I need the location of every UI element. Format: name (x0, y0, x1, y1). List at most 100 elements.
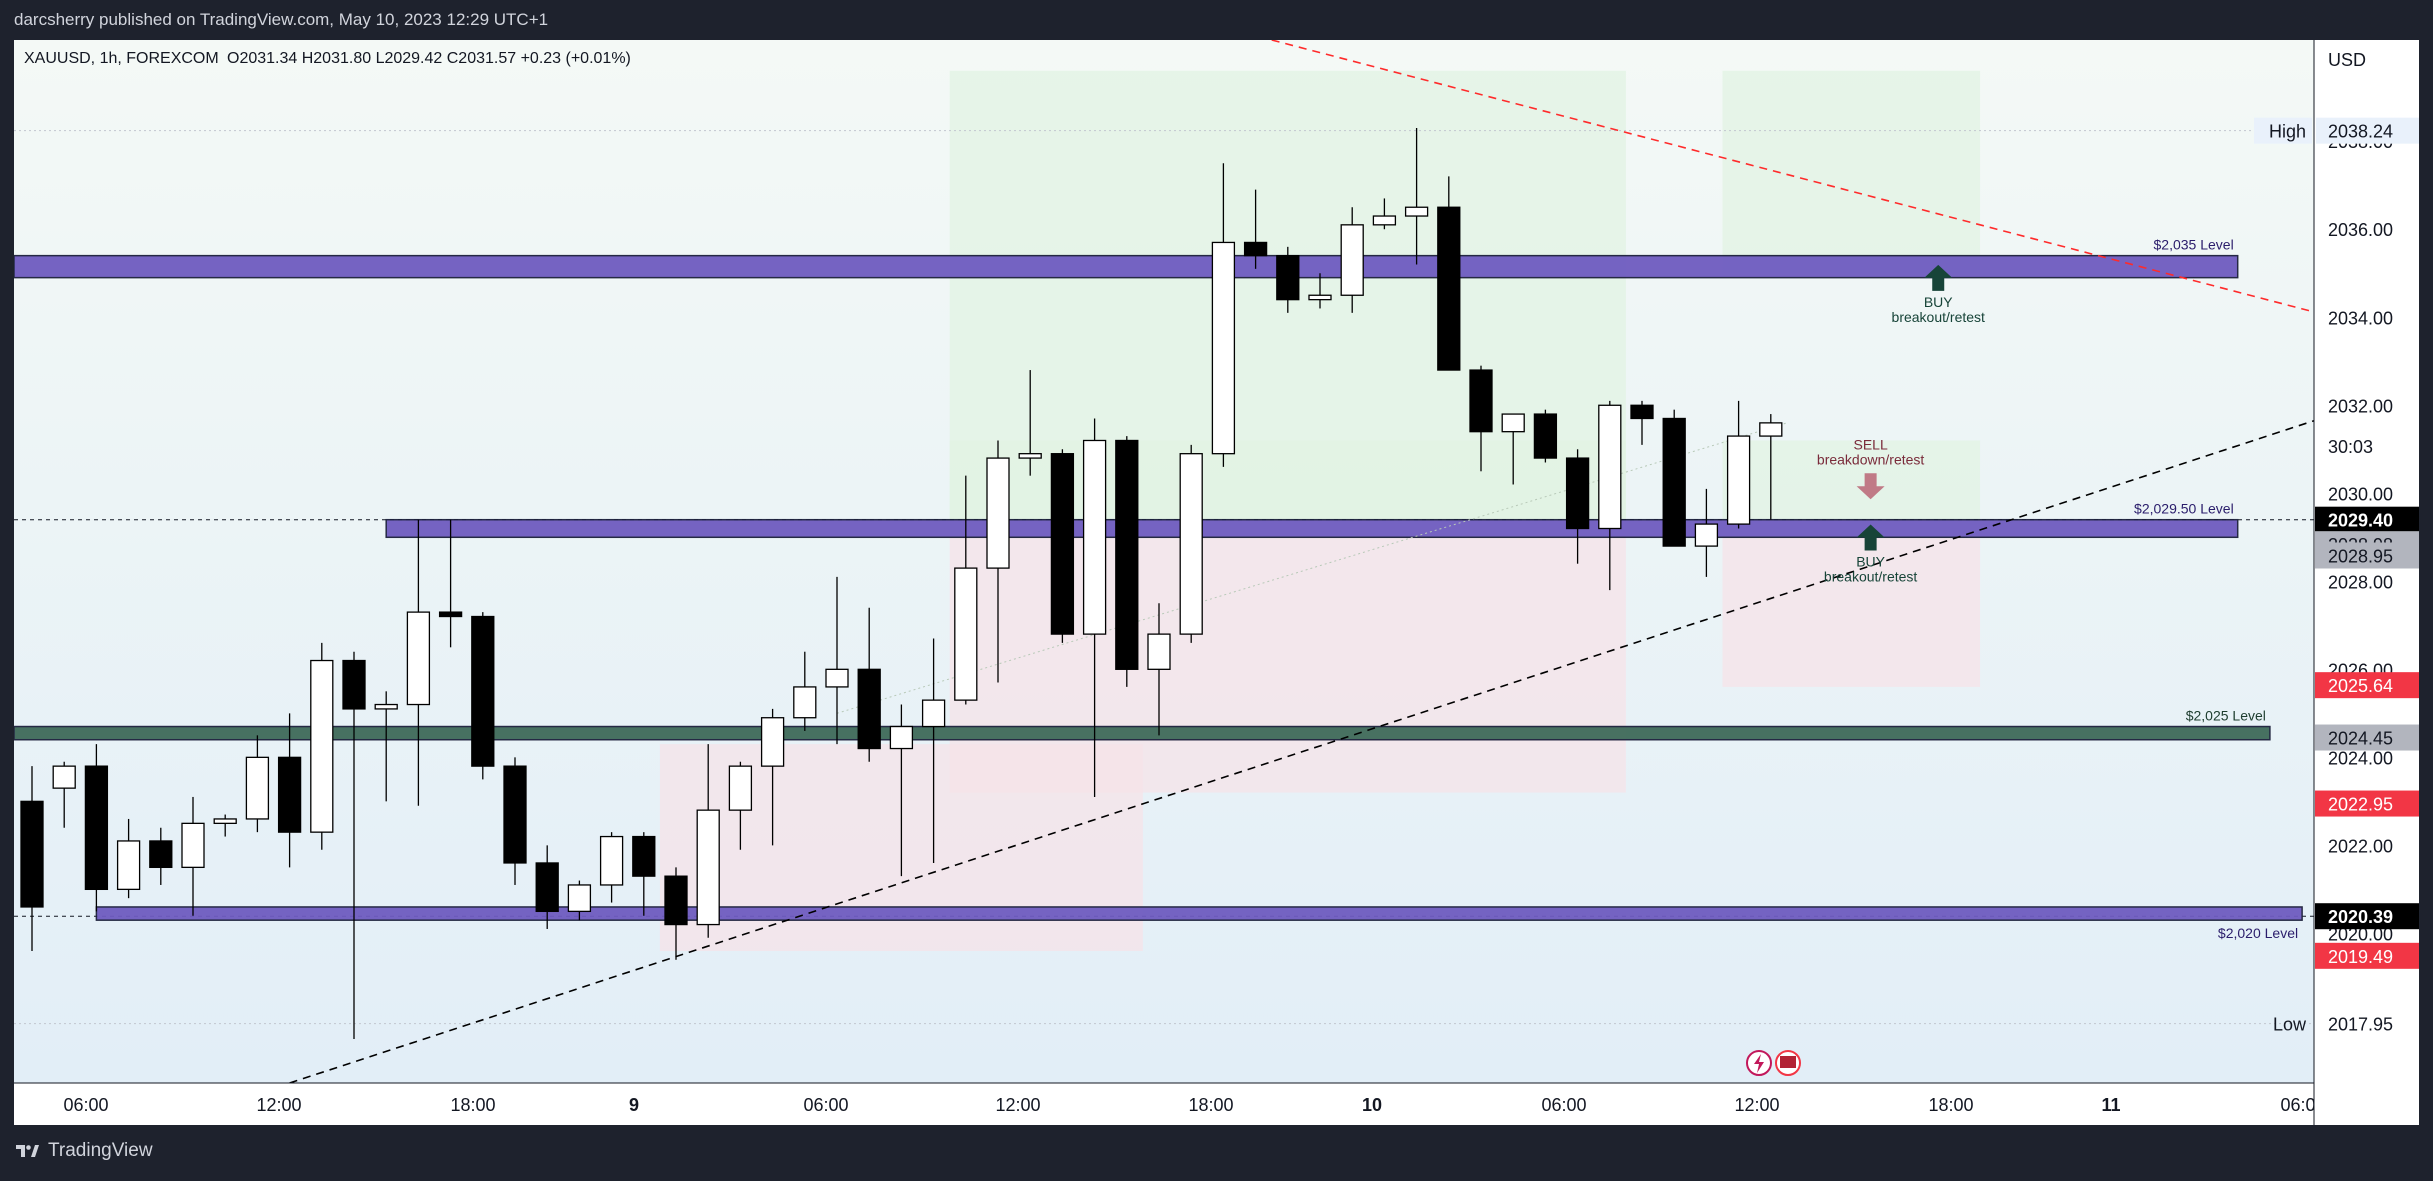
candle[interactable] (857, 607, 881, 762)
candle[interactable] (20, 766, 44, 951)
time-tick-label: 18:00 (1188, 1095, 1233, 1115)
candle[interactable] (471, 612, 495, 780)
price-label: 2019.49 (2328, 947, 2393, 967)
level-band[interactable] (14, 254, 2239, 279)
annotation-text: breakdown/retest (1817, 451, 1925, 467)
candle[interactable] (149, 827, 173, 885)
candle[interactable] (310, 642, 334, 850)
candle[interactable] (1662, 409, 1686, 547)
candle[interactable] (1147, 603, 1171, 736)
price-label: 2028.95 (2328, 546, 2393, 566)
candle[interactable] (277, 713, 302, 868)
candle[interactable] (116, 818, 141, 899)
candle-body (1501, 413, 1525, 433)
candle[interactable] (1372, 198, 1397, 230)
candle-body (1694, 523, 1719, 547)
level-band[interactable] (385, 518, 2239, 539)
candle-body (52, 765, 76, 789)
candle[interactable] (84, 744, 109, 912)
candle[interactable] (986, 440, 1010, 683)
chart-frame[interactable]: $2,035 Level $2,029.50 Level $2,025 Level $… (14, 40, 2419, 1125)
candle[interactable] (1082, 418, 1107, 797)
candle-body (599, 835, 624, 886)
trendline[interactable] (1271, 40, 2335, 319)
candle[interactable] (954, 475, 978, 705)
time-tick-label: 18:00 (450, 1095, 495, 1115)
trendline[interactable] (289, 413, 2335, 1084)
candle[interactable] (374, 691, 398, 802)
level-band[interactable] (14, 725, 2271, 741)
tradingview-brand[interactable]: TradingView (16, 1140, 153, 1162)
candle[interactable] (1050, 449, 1075, 643)
candle[interactable] (1179, 444, 1203, 643)
candle[interactable] (1726, 400, 1751, 529)
candle[interactable] (599, 832, 624, 903)
candlestick-chart[interactable]: $2,035 Level $2,029.50 Level $2,025 Level $… (14, 40, 2419, 1125)
candle-body (374, 703, 398, 710)
candle[interactable] (825, 576, 849, 745)
candle[interactable] (793, 651, 817, 731)
lightning-glyph-icon (1754, 1054, 1764, 1073)
candle[interactable] (632, 832, 656, 916)
candle-body (1211, 241, 1236, 455)
level-label: $2,025 Level (2186, 708, 2266, 724)
price-label: 2022.95 (2328, 795, 2393, 815)
time-tick-label: 06:00 (1541, 1095, 1586, 1115)
candle[interactable] (1211, 163, 1236, 467)
high-tag (2254, 117, 2312, 144)
tradingview-logo-icon (16, 1145, 39, 1157)
level-band[interactable] (95, 906, 2303, 921)
price-label-tag (2315, 903, 2419, 930)
candle[interactable] (1469, 365, 1493, 472)
candle[interactable] (1308, 273, 1332, 309)
annotation-title: BUY (1924, 294, 1953, 310)
candle[interactable] (664, 867, 688, 960)
candle[interactable] (1115, 436, 1139, 687)
candle[interactable] (1501, 413, 1525, 485)
candle[interactable] (1533, 409, 1558, 463)
candle[interactable] (1243, 189, 1268, 269)
symbol-legend: XAUUSD, 1h, FOREXCOM (24, 50, 219, 67)
candle[interactable] (1565, 449, 1590, 564)
candle[interactable] (245, 735, 270, 833)
candle[interactable] (1276, 246, 1300, 313)
low-price-label: 2017.95 (2328, 1015, 2393, 1035)
high-label: High (2269, 122, 2306, 142)
candle-body (149, 840, 173, 869)
annotation-title: BUY (1856, 553, 1885, 569)
candle[interactable] (1694, 488, 1719, 577)
candle[interactable] (760, 708, 785, 846)
candle[interactable] (1340, 207, 1364, 313)
time-tick-label: 10 (1362, 1095, 1382, 1115)
footer-bar: TradingView (0, 1125, 2433, 1181)
candle[interactable] (1759, 414, 1783, 520)
candle[interactable] (503, 757, 527, 885)
time-axis[interactable] (14, 1083, 2314, 1125)
candle[interactable] (696, 744, 720, 938)
candle[interactable] (342, 651, 366, 1039)
price-label-tag (2315, 506, 2419, 533)
candle-body (535, 862, 559, 913)
candle[interactable] (728, 761, 753, 850)
candle[interactable] (406, 519, 431, 806)
candle[interactable] (567, 880, 592, 921)
candle[interactable] (889, 704, 914, 877)
candle[interactable] (1437, 176, 1461, 371)
candle[interactable] (1404, 128, 1429, 265)
candle[interactable] (1018, 370, 1042, 476)
candle[interactable] (181, 796, 205, 916)
candle[interactable] (52, 761, 76, 828)
candle[interactable] (1598, 400, 1622, 591)
high-price-label: 2038.24 (2328, 122, 2393, 142)
candle[interactable] (438, 519, 463, 648)
buy-arrow-icon (1856, 524, 1885, 551)
candle[interactable] (213, 814, 237, 837)
candle[interactable] (535, 845, 559, 929)
candle[interactable] (1630, 400, 1654, 445)
sell-arrow-icon (1856, 473, 1885, 500)
price-tick-label: 2034.00 (2328, 308, 2393, 328)
profit-zone (1722, 440, 1981, 520)
buy-arrow-icon (1924, 264, 1953, 291)
trendline[interactable] (836, 422, 1788, 714)
candle[interactable] (921, 638, 946, 863)
